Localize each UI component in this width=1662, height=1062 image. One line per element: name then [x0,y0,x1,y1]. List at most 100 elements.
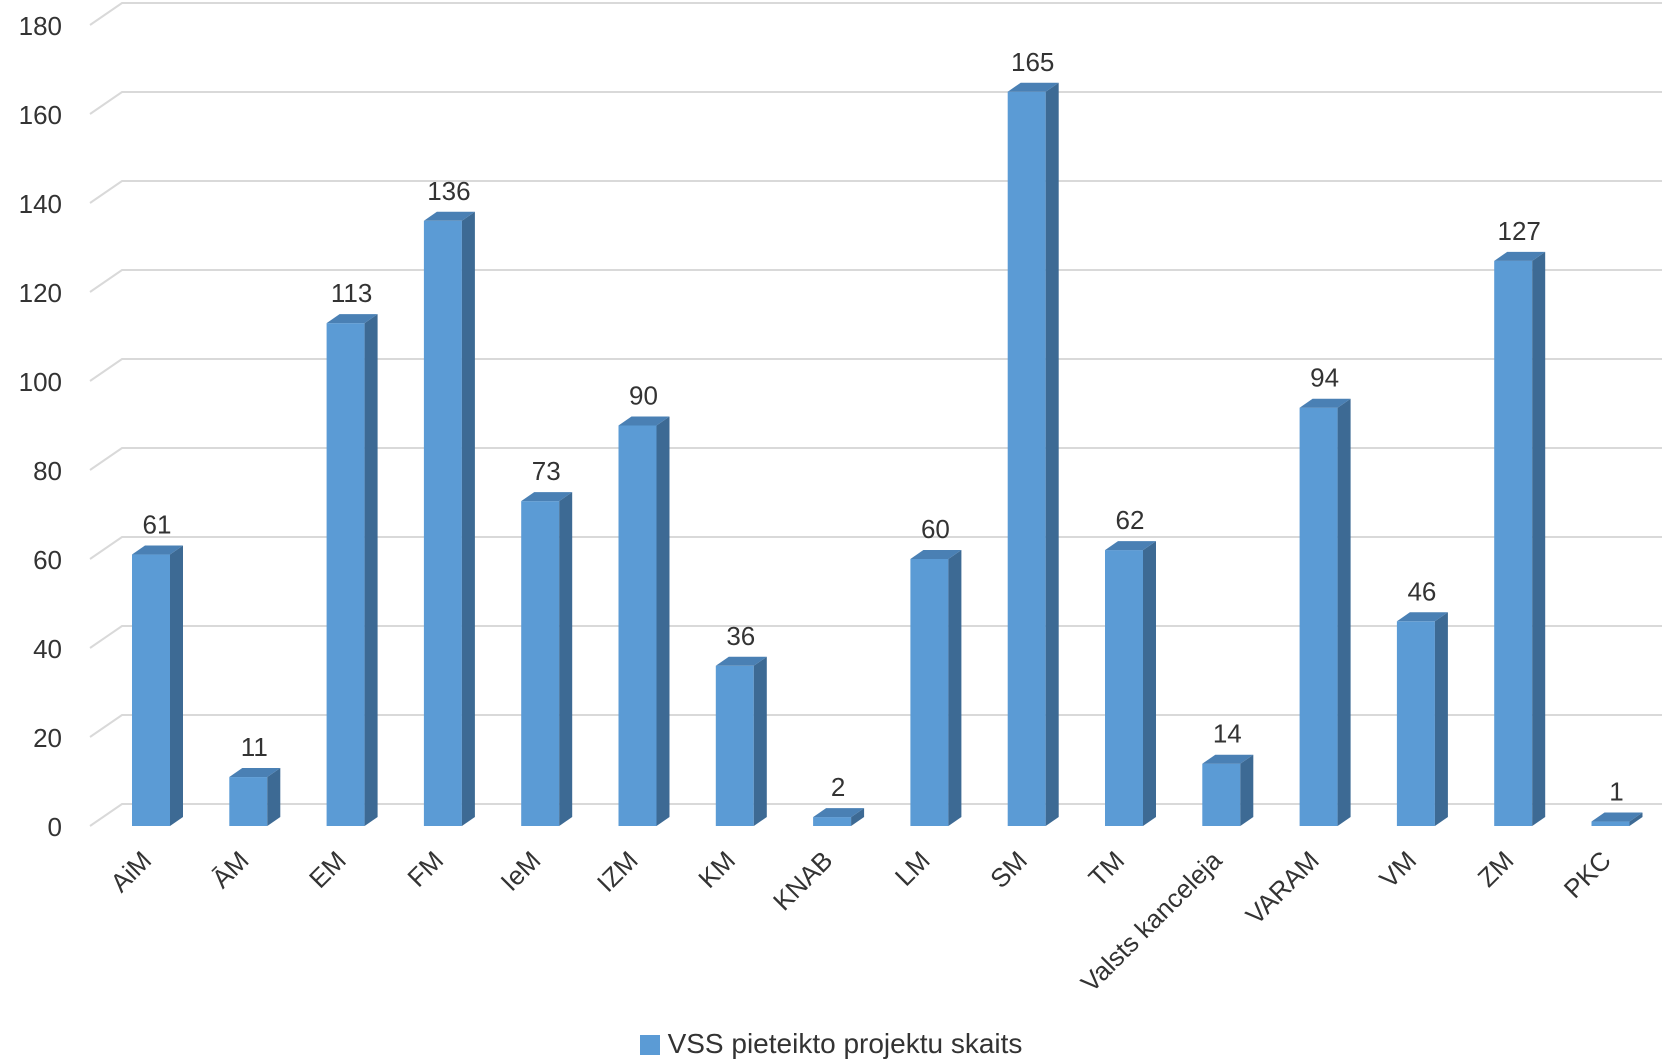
data-label: 36 [726,621,755,651]
bar-top [1105,541,1156,551]
bar [1494,251,1546,827]
bar [521,492,573,826]
data-label: 165 [1011,47,1054,77]
data-label: 1 [1609,777,1623,807]
data-label: 14 [1213,719,1242,749]
bar-side [1045,82,1059,826]
data-label: 62 [1116,505,1145,535]
bar-side [948,550,962,826]
x-tick-label: IeM [495,845,547,897]
data-label: 46 [1407,576,1436,606]
x-tick-label: VARAM [1240,845,1325,930]
bar-front [1299,407,1338,826]
bar-top [1396,612,1448,622]
bar [229,768,281,826]
x-tick-label: ZM [1472,845,1520,893]
bar-front [1591,821,1630,826]
gridline [89,358,1662,382]
bar-front [229,777,268,826]
bar-front [423,220,462,827]
bar-top [618,416,670,426]
bar-top [813,808,865,818]
x-tick-label: AiM [104,845,157,898]
x-tick-label: VM [1373,845,1422,894]
gridline [89,2,1662,26]
gridlines [89,2,1662,827]
y-tick-label: 80 [33,456,62,486]
y-tick-label: 20 [33,723,62,753]
bar-top [423,211,475,221]
bar [1591,812,1643,826]
y-tick-label: 140 [19,189,62,219]
bar-front [1396,621,1435,826]
y-tick-label: 40 [33,634,62,664]
bar [813,808,865,826]
bar-front [715,665,754,826]
bar-side [753,656,767,826]
x-tick-label: KM [692,845,741,894]
data-label: 60 [921,514,950,544]
bar-front [521,501,560,826]
bar-side [656,416,670,826]
bar-side [267,768,281,826]
x-tick-label: TM [1082,845,1130,893]
bar-top [1202,754,1254,764]
x-tick-label: LM [889,845,936,892]
legend: VSS pieteikto projektu skaits [0,1028,1662,1060]
x-tick-label: ĀM [206,845,255,894]
bar [326,314,378,826]
gridline [89,91,1662,115]
bar [618,416,670,826]
x-tick-label: PKC [1558,845,1617,904]
bar-front [910,559,949,826]
bar-side [1240,754,1254,826]
y-tick-label: 180 [19,11,62,41]
y-tick-label: 160 [19,100,62,130]
data-label: 73 [532,456,561,486]
legend-swatch [639,1035,660,1055]
bar-top [1299,398,1351,408]
data-label: 136 [427,176,470,206]
bars [132,82,1643,827]
x-tick-label: EM [303,845,352,894]
bar-front [813,817,852,826]
x-tick-label: IZM [591,845,644,898]
bar-side [1337,398,1351,826]
y-tick-label: 0 [48,812,62,842]
x-tick-label: FM [401,845,449,893]
bar [715,656,767,826]
x-tick-label: KNAB [767,845,838,916]
bar [132,545,183,826]
bar-top [521,492,573,502]
bar-side [1143,541,1156,826]
bar-top [326,314,378,324]
gridline [89,447,1662,471]
bar-side [170,545,183,826]
bar-front [1007,91,1046,826]
gridline [89,180,1662,204]
y-axis-tick-labels: 0 20 40 60 80 100 120 140 160 180 [19,11,62,842]
bar-top [1007,82,1059,92]
y-tick-label: 60 [33,545,62,575]
bar-side [1532,251,1546,827]
bar-front [1202,763,1241,826]
bar [1007,82,1059,826]
bar [1396,612,1448,826]
gridline [89,269,1662,293]
bar-side [559,492,573,826]
bar [1202,754,1254,826]
bar-side [461,211,475,827]
bar [1299,398,1351,826]
bar-top [229,768,281,778]
bar-front [1494,260,1533,827]
data-labels: 61 11 113 136 73 90 36 2 60 165 62 14 94 46 127 1 [143,47,1624,807]
bar-top [1494,251,1546,261]
data-label: 127 [1498,216,1541,246]
data-label: 94 [1310,363,1339,393]
data-label: 11 [241,732,268,762]
bar-side [1434,612,1448,826]
bar-side [364,314,378,826]
bar [1105,541,1156,826]
